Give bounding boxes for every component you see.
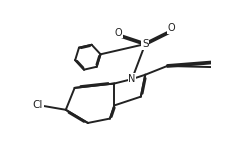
- Text: Cl: Cl: [32, 100, 43, 110]
- Text: O: O: [115, 28, 122, 38]
- Text: O: O: [168, 23, 176, 33]
- Text: N: N: [128, 74, 136, 84]
- Text: S: S: [142, 39, 148, 49]
